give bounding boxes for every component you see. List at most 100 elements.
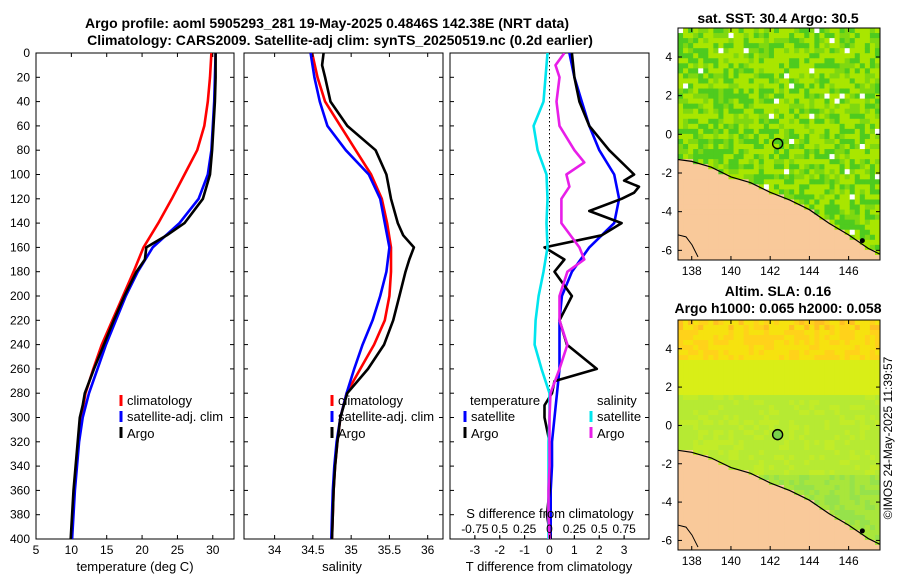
map-cell (804, 415, 810, 421)
map-cell (799, 330, 805, 336)
map-cell (713, 239, 719, 246)
map-cell (784, 490, 790, 496)
map-cell (688, 58, 694, 64)
map-cell (688, 33, 694, 39)
map-cell (748, 204, 755, 210)
map-cell (834, 28, 840, 34)
map-cell (773, 525, 780, 531)
map-cell (738, 545, 745, 550)
map-cell (748, 234, 755, 241)
map-cell (708, 395, 714, 401)
map-cell (869, 179, 876, 185)
map-cell (849, 244, 856, 251)
map-cell (854, 118, 861, 125)
map-cell (763, 350, 770, 356)
map-cell (723, 360, 729, 366)
map-cell (874, 118, 880, 125)
map-cell (698, 355, 704, 361)
map-cell (819, 48, 825, 54)
map-cell (844, 520, 851, 526)
map-cell (814, 214, 820, 221)
map-cell (784, 219, 790, 226)
map-cell (728, 535, 734, 541)
map-cell (784, 199, 790, 205)
map-cell (849, 520, 856, 526)
map-cell (859, 340, 866, 346)
map-cell (799, 93, 805, 100)
map-cell (748, 138, 755, 145)
map-cell (824, 465, 830, 471)
map-cell (683, 144, 689, 150)
map-cell (693, 118, 699, 125)
map-cell (784, 249, 790, 256)
map-cell (864, 254, 871, 260)
map-cell (693, 365, 699, 371)
map-cell (809, 345, 815, 351)
map-cell (688, 435, 694, 441)
map-cell (819, 58, 825, 64)
map-cell (869, 48, 876, 54)
map-cell (708, 410, 714, 416)
map-cell (859, 510, 866, 516)
map-cell (859, 390, 866, 396)
map-cell (804, 360, 810, 366)
map-cell (678, 189, 684, 195)
map-cell (703, 244, 709, 251)
map-cell (758, 53, 765, 59)
map-cell (678, 68, 684, 74)
map-cell (748, 128, 755, 135)
map-cell (804, 88, 810, 94)
map-cell (753, 179, 760, 185)
map-cell (723, 234, 729, 241)
map-cell (768, 58, 775, 64)
map-cell (683, 530, 689, 536)
map-cell (708, 169, 714, 175)
map-cell (844, 249, 851, 256)
map-cell (753, 370, 760, 376)
map-cell (763, 113, 770, 120)
map-cell (784, 174, 790, 180)
map-cell (799, 485, 805, 491)
map-cell (864, 179, 871, 185)
map-cell (733, 159, 739, 165)
map-cell (794, 480, 800, 486)
map-cell (703, 133, 709, 140)
map-cell (768, 224, 775, 231)
depth-tick-label: 100 (10, 168, 30, 182)
map-cell (854, 199, 861, 205)
map-cell (819, 214, 825, 221)
map-cell (763, 38, 770, 44)
map-cell (718, 415, 724, 421)
map-cell (794, 63, 800, 69)
map-cell (849, 209, 856, 216)
map-cell (799, 325, 805, 331)
map-cell (703, 430, 709, 436)
map-cell (708, 535, 714, 541)
map-cell (703, 154, 709, 160)
map-cell (703, 405, 709, 411)
map-cell (748, 415, 755, 421)
map-cell (809, 154, 815, 160)
map-cell (693, 58, 699, 64)
map-cell (799, 78, 805, 84)
map-cell (738, 475, 745, 481)
map-cell (703, 43, 709, 49)
map-cell (794, 33, 800, 39)
map-cell (794, 128, 800, 135)
map-cell (869, 345, 876, 351)
map-cell (854, 540, 861, 546)
map-cell (753, 485, 760, 491)
map-cell (844, 103, 851, 110)
map-cell (849, 103, 856, 110)
map-cell (763, 440, 770, 446)
map-cell (819, 320, 825, 326)
map-cell (799, 495, 805, 501)
map-cell (859, 249, 866, 256)
map-cell (723, 395, 729, 401)
map-cell (683, 545, 689, 550)
map-cell (799, 420, 805, 426)
sst-map (678, 28, 880, 260)
map-cell (763, 445, 770, 451)
map-cell (713, 445, 719, 451)
map-cell (844, 410, 851, 416)
